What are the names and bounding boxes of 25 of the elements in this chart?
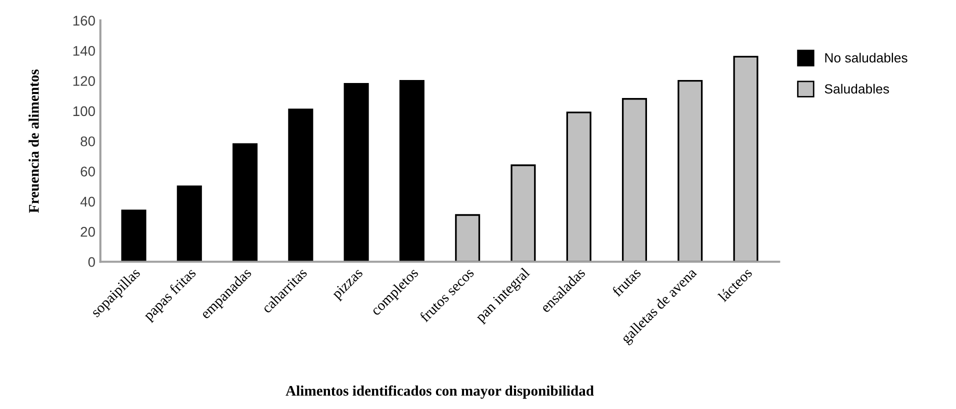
bar: [733, 56, 758, 262]
y-tick-label: 20: [80, 226, 95, 237]
x-axis-title: Alimentos identificados con mayor disponibilidad: [286, 385, 594, 399]
legend-label: No saludables: [825, 52, 908, 63]
bar: [455, 214, 480, 262]
y-axis-title: Freuencia de alimentos: [28, 69, 39, 213]
bar: [176, 186, 202, 262]
bar: [622, 98, 648, 262]
legend-label: Saludables: [824, 84, 890, 94]
y-tick-label: 40: [80, 196, 95, 207]
y-tick-label: 120: [73, 76, 95, 86]
y-tick-label: 60: [80, 166, 95, 176]
y-tick-label: 100: [73, 106, 95, 116]
y-tick-label: 160: [73, 16, 95, 26]
bar: [288, 108, 314, 262]
bar: [399, 80, 424, 262]
bar: [566, 112, 592, 262]
bar: [121, 210, 146, 262]
y-tick-label: 140: [73, 46, 95, 56]
bar: [678, 80, 703, 262]
y-tick-label: 80: [80, 136, 95, 146]
bar: [232, 143, 258, 262]
bar: [510, 164, 536, 262]
y-tick-label: 0: [88, 257, 95, 267]
bar: [344, 82, 369, 262]
